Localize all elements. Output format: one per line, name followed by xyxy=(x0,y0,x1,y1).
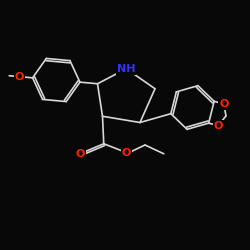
Text: O: O xyxy=(214,120,223,130)
Text: O: O xyxy=(219,99,228,109)
Text: O: O xyxy=(122,148,131,158)
Text: O: O xyxy=(15,72,24,82)
Text: NH: NH xyxy=(117,64,136,74)
Text: O: O xyxy=(75,149,85,159)
